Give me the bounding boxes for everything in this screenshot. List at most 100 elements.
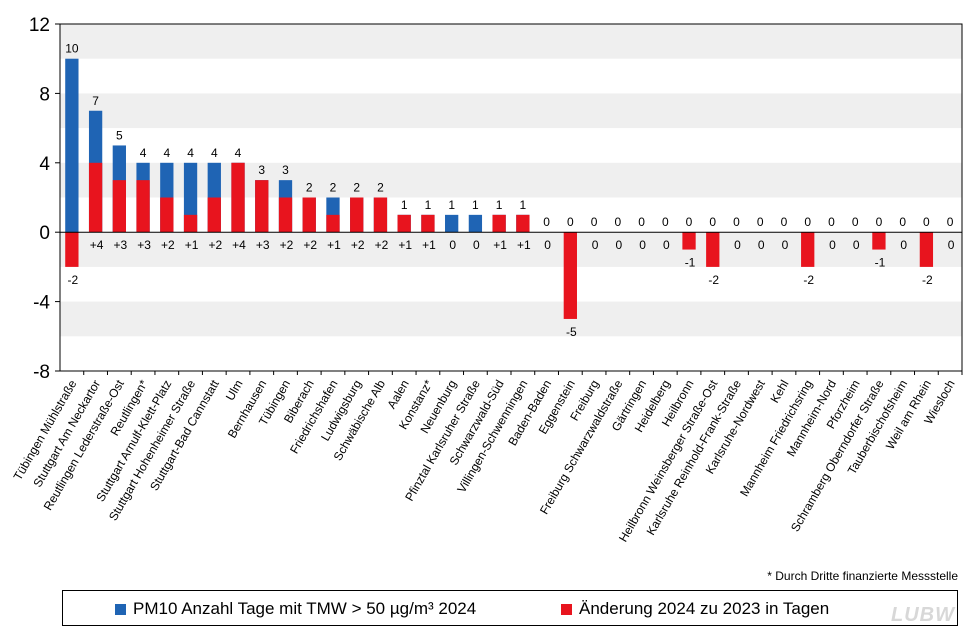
change-value-label: -2 <box>922 273 933 287</box>
y-tick-label: -4 <box>33 293 50 314</box>
legend-swatch-change <box>561 603 572 615</box>
grid-band <box>60 301 962 337</box>
bar-change <box>207 197 221 233</box>
pm10-value-label: 0 <box>757 215 764 229</box>
bar-change <box>563 232 577 319</box>
pm10-value-label: 0 <box>591 215 598 229</box>
change-value-label: 0 <box>615 238 622 252</box>
pm10-value-label: 1 <box>520 198 527 212</box>
pm10-value-label: 1 <box>472 198 479 212</box>
pm10-value-label: 3 <box>282 163 289 177</box>
pm10-value-label: 1 <box>401 198 408 212</box>
y-tick-label: 12 <box>29 15 50 36</box>
pm10-value-label: 5 <box>116 128 123 142</box>
bar-change <box>706 232 720 267</box>
change-value-label: +3 <box>113 238 127 252</box>
pm10-value-label: 0 <box>852 215 859 229</box>
legend: PM10 Anzahl Tage mit TMW > 50 µg/m³ 2024… <box>62 590 958 626</box>
pm10-value-label: 4 <box>140 146 147 160</box>
bar-change <box>801 232 815 267</box>
change-value-label: +1 <box>517 238 531 252</box>
bar-change <box>326 214 340 233</box>
change-value-label: +1 <box>422 238 436 252</box>
pm10-value-label: 0 <box>686 215 693 229</box>
x-category-label: Ulm <box>223 377 246 402</box>
change-value-label: 0 <box>449 238 456 252</box>
bar-pm10 <box>65 58 79 233</box>
change-value-label: 0 <box>758 238 765 252</box>
pm10-value-label: 0 <box>709 215 716 229</box>
lubw-logo: LUBW <box>891 604 955 626</box>
change-value-label: +2 <box>161 238 175 252</box>
bar-pm10 <box>468 214 483 233</box>
pm10-value-label: 2 <box>353 181 360 195</box>
footnote: * Durch Dritte finanzierte Messstelle <box>767 569 958 583</box>
bar-change <box>397 214 411 233</box>
bar-change <box>302 197 316 233</box>
change-value-label: +2 <box>208 238 222 252</box>
change-value-label: +4 <box>232 238 246 252</box>
pm10-value-label: 10 <box>65 42 79 56</box>
pm10-value-label: 0 <box>828 215 835 229</box>
pm10-value-label: 0 <box>733 215 740 229</box>
change-value-label: -2 <box>708 273 719 287</box>
change-value-label: -1 <box>685 256 696 270</box>
bar-change <box>136 180 150 233</box>
pm10-value-label: 4 <box>235 146 242 160</box>
change-value-label: 0 <box>948 238 955 252</box>
pm10-value-label: 0 <box>614 215 621 229</box>
grid-band <box>60 93 962 129</box>
pm10-value-label: 0 <box>638 215 645 229</box>
pm10-value-label: 1 <box>448 198 455 212</box>
bar-change <box>88 162 103 233</box>
pm10-value-label: 4 <box>163 146 170 160</box>
y-tick-label: 8 <box>39 84 50 105</box>
change-value-label: 0 <box>782 238 789 252</box>
bar-change <box>682 232 696 250</box>
grid-band <box>60 24 962 59</box>
pm10-value-label: 7 <box>92 94 99 108</box>
pm10-value-label: 4 <box>211 146 218 160</box>
change-value-label: +3 <box>256 238 270 252</box>
change-value-label: +2 <box>351 238 365 252</box>
pm10-value-label: 3 <box>258 163 265 177</box>
pm10-value-label: 0 <box>923 215 930 229</box>
bar-change <box>255 180 269 233</box>
bar-pm10 <box>445 214 459 233</box>
pm10-value-label: 0 <box>662 215 669 229</box>
legend-item-pm10: PM10 Anzahl Tage mit TMW > 50 µg/m³ 2024 <box>115 599 476 619</box>
bar-change <box>872 232 886 250</box>
change-value-label: -5 <box>566 325 577 339</box>
change-value-label: -1 <box>875 256 886 270</box>
pm10-value-label: 0 <box>567 215 574 229</box>
legend-swatch-pm10 <box>115 603 126 615</box>
pm10-value-label: 2 <box>330 181 337 195</box>
pm10-value-label: 4 <box>187 146 194 160</box>
bar-change <box>112 180 126 233</box>
pm10-value-label: 0 <box>876 215 883 229</box>
change-value-label: 0 <box>900 238 907 252</box>
pm10-value-label: 2 <box>306 181 313 195</box>
bar-change <box>421 214 435 233</box>
change-value-label: +3 <box>137 238 151 252</box>
change-value-label: 0 <box>663 238 670 252</box>
change-value-label: 0 <box>544 238 551 252</box>
bar-change <box>919 232 934 267</box>
legend-label-change: Änderung 2024 zu 2023 in Tagen <box>579 599 830 618</box>
pm10-value-label: 0 <box>781 215 788 229</box>
legend-label-pm10: PM10 Anzahl Tage mit TMW > 50 µg/m³ 2024 <box>133 599 477 618</box>
change-value-label: +1 <box>398 238 412 252</box>
change-value-label: 0 <box>639 238 646 252</box>
change-value-label: +1 <box>493 238 507 252</box>
bar-change <box>160 197 174 233</box>
pm10-value-label: 0 <box>899 215 906 229</box>
change-value-label: 0 <box>592 238 599 252</box>
change-value-label: -2 <box>803 273 814 287</box>
y-tick-label: 4 <box>39 154 50 175</box>
change-value-label: +2 <box>303 238 317 252</box>
bar-change <box>231 162 245 233</box>
change-value-label: +2 <box>375 238 389 252</box>
change-value-label: +1 <box>185 238 199 252</box>
legend-item-change: Änderung 2024 zu 2023 in Tagen <box>561 599 829 619</box>
